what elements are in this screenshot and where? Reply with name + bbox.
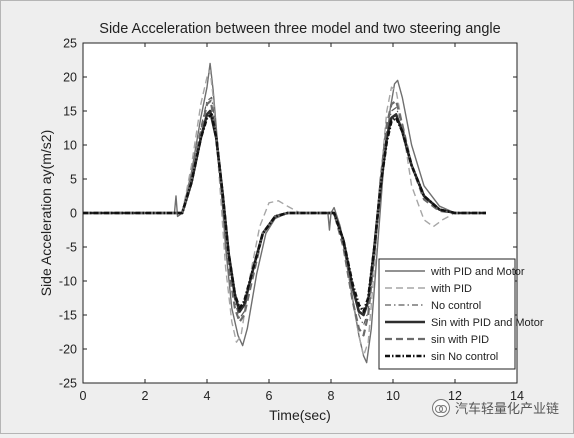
legend-label: sin No control xyxy=(431,351,498,363)
x-tick-label: 6 xyxy=(266,389,273,403)
chart-title: Side Acceleration between three model an… xyxy=(99,21,500,37)
watermark-text: 汽车轻量化产业链 xyxy=(454,401,559,416)
y-tick-label: 0 xyxy=(70,207,77,221)
axis-ticks: 0 2 4 6 8 10 12 14 -25 -20 -15 -10 -5 0 5 10 15 20 25 xyxy=(59,37,524,404)
y-tick-label: 10 xyxy=(63,139,77,153)
legend: with PID and Motor with PID No control Sin … xyxy=(378,258,544,370)
x-tick-label: 12 xyxy=(448,389,462,403)
y-tick-label: -10 xyxy=(59,275,77,289)
y-axis-label: Side Acceleration ay(m/s2) xyxy=(38,130,54,297)
series-line-5 xyxy=(83,99,486,337)
x-tick-label: 8 xyxy=(328,389,335,403)
legend-label: Sin with PID and Motor xyxy=(431,317,544,329)
series-lines xyxy=(83,62,486,364)
legend-label: No control xyxy=(431,300,481,312)
series-line-6 xyxy=(83,113,486,313)
x-tick-label: 4 xyxy=(204,389,211,403)
y-tick-label: 25 xyxy=(63,37,77,51)
y-tick-label: -20 xyxy=(59,343,77,357)
x-tick-label: 10 xyxy=(386,389,400,403)
x-tick-label: 2 xyxy=(142,389,149,403)
legend-label: with PID and Motor xyxy=(430,266,525,278)
y-tick-label: 5 xyxy=(70,173,77,187)
y-tick-label: 20 xyxy=(63,71,77,85)
y-tick-label: -25 xyxy=(59,377,77,391)
legend-label: sin with PID xyxy=(431,334,489,346)
y-tick-label: -15 xyxy=(59,309,77,323)
x-tick-label: 0 xyxy=(80,389,87,403)
x-axis-label: Time(sec) xyxy=(269,407,331,423)
watermark: 汽车轻量化产业链 xyxy=(431,398,559,417)
y-tick-label: 15 xyxy=(63,105,77,119)
legend-label: with PID xyxy=(430,283,472,295)
legend-box xyxy=(378,258,516,370)
wechat-icon xyxy=(431,398,450,417)
x-tick-label: 14 xyxy=(510,389,524,403)
y-tick-label: -5 xyxy=(66,241,77,255)
